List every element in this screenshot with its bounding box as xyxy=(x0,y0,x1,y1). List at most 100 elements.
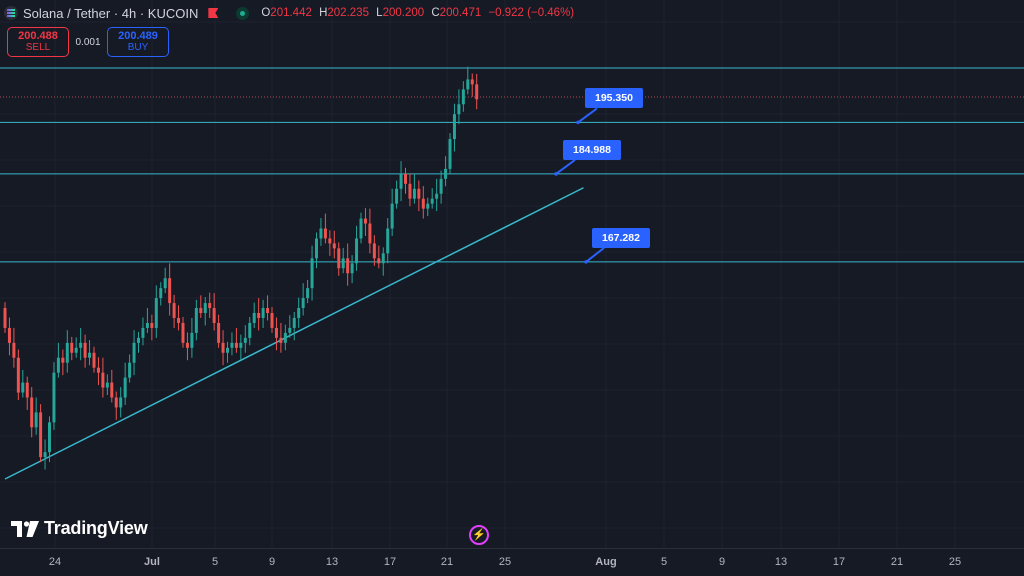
candle-body xyxy=(217,322,221,343)
candle-body xyxy=(163,278,167,289)
close-key: C xyxy=(431,7,440,19)
candle-body xyxy=(341,258,345,269)
time-tick-label: 21 xyxy=(440,556,454,568)
high-key: H xyxy=(319,7,328,19)
candle-body xyxy=(70,342,74,353)
flag-icon[interactable] xyxy=(208,8,219,18)
candle-body xyxy=(435,193,439,199)
candle-body xyxy=(141,327,145,338)
level-label[interactable]: 195.350 xyxy=(585,88,643,109)
candle-body xyxy=(319,228,323,239)
candle-body xyxy=(346,258,350,274)
candle-body xyxy=(145,322,149,328)
time-tick-label: Aug xyxy=(595,556,617,568)
candle-body xyxy=(119,397,123,408)
candle-body xyxy=(79,342,83,348)
candle-body xyxy=(359,218,363,239)
level-label[interactable]: 167.282 xyxy=(592,227,650,248)
candle-body xyxy=(52,372,56,423)
candle-body xyxy=(412,188,416,199)
candle-body xyxy=(475,84,479,100)
spread-value: 0.001 xyxy=(75,36,101,48)
candle-body xyxy=(101,372,105,388)
time-axis[interactable]: 24 Jul 5 9 13 17 21 25 Aug 5 9 13 17 21 25 xyxy=(0,548,1024,576)
candle-body xyxy=(21,382,25,393)
candle-body xyxy=(461,89,465,105)
candle-body xyxy=(315,238,318,259)
candle-body xyxy=(181,322,185,343)
candle-body xyxy=(208,303,212,309)
chart-area[interactable] xyxy=(0,0,1024,548)
callout-anchor xyxy=(554,172,558,176)
candle-body xyxy=(230,342,234,348)
candle-body xyxy=(3,308,7,328)
open-value: 201.442 xyxy=(270,7,312,19)
candle-body xyxy=(323,228,327,239)
candle-body xyxy=(154,298,158,328)
candle-body xyxy=(426,203,430,209)
callout-pointer xyxy=(585,247,605,263)
time-tick-label: 21 xyxy=(890,556,904,568)
candle-body xyxy=(297,308,301,318)
candle-body xyxy=(257,313,261,318)
open-key: O xyxy=(261,7,271,19)
market-status-icon[interactable] xyxy=(236,6,250,20)
candle-body xyxy=(355,238,359,264)
candle-body xyxy=(190,332,194,348)
close-value: 200.471 xyxy=(439,7,482,19)
candle-body xyxy=(274,327,278,338)
candle-body xyxy=(363,218,367,224)
candle-body xyxy=(408,183,412,199)
time-tick-label: 25 xyxy=(498,556,512,568)
candle-body xyxy=(470,79,474,85)
candle-body xyxy=(203,303,207,314)
buy-label: BUY xyxy=(127,42,149,53)
candle-body xyxy=(92,352,96,368)
tradingview-logo[interactable]: TradingView xyxy=(11,518,148,539)
time-tick-label: 9 xyxy=(718,556,726,568)
symbol-title[interactable]: Solana / Tether · 4h · KUCOIN xyxy=(23,5,199,21)
lightning-icon[interactable]: ⚡ xyxy=(469,525,489,545)
candle-body xyxy=(226,347,229,353)
candle-body xyxy=(39,412,43,458)
candle-body xyxy=(185,342,189,348)
candle-body xyxy=(270,313,274,328)
candle-body xyxy=(266,308,270,314)
candle-body xyxy=(243,337,247,343)
candle-body xyxy=(399,173,403,189)
level-label[interactable]: 184.988 xyxy=(563,139,621,160)
time-tick-label: 24 xyxy=(48,556,62,568)
buy-button[interactable]: 200.489 BUY xyxy=(107,27,169,57)
time-tick-label: 25 xyxy=(948,556,962,568)
solana-logo-icon xyxy=(4,6,18,20)
high-value: 202.235 xyxy=(327,7,369,19)
time-tick-label: 13 xyxy=(774,556,788,568)
candle-body xyxy=(7,327,11,343)
candle-body xyxy=(56,357,60,373)
tradingview-icon xyxy=(11,520,39,537)
candle-body xyxy=(43,452,47,458)
tradingview-wordmark: TradingView xyxy=(44,518,148,538)
candle-body xyxy=(65,342,69,363)
candle-body xyxy=(301,298,305,309)
time-tick-label: Jul xyxy=(144,556,160,568)
candle-body xyxy=(25,382,29,398)
candle-body xyxy=(390,203,394,229)
candle-body xyxy=(377,258,381,264)
buy-price: 200.489 xyxy=(118,30,158,42)
candle-body xyxy=(159,288,163,299)
candle-body xyxy=(239,342,243,348)
candle-body xyxy=(48,422,51,453)
time-tick-label: 17 xyxy=(383,556,397,568)
candle-body xyxy=(292,317,296,328)
candle-body xyxy=(350,263,354,274)
candle-body xyxy=(61,357,65,363)
sell-button[interactable]: 200.488 SELL xyxy=(7,27,69,57)
sell-label: SELL xyxy=(25,42,51,53)
candle-body xyxy=(332,243,336,249)
price-chart[interactable] xyxy=(0,0,1024,548)
candle-body xyxy=(386,228,390,254)
candle-body xyxy=(212,308,216,323)
candle-body xyxy=(283,332,287,343)
candle-body xyxy=(279,337,283,343)
